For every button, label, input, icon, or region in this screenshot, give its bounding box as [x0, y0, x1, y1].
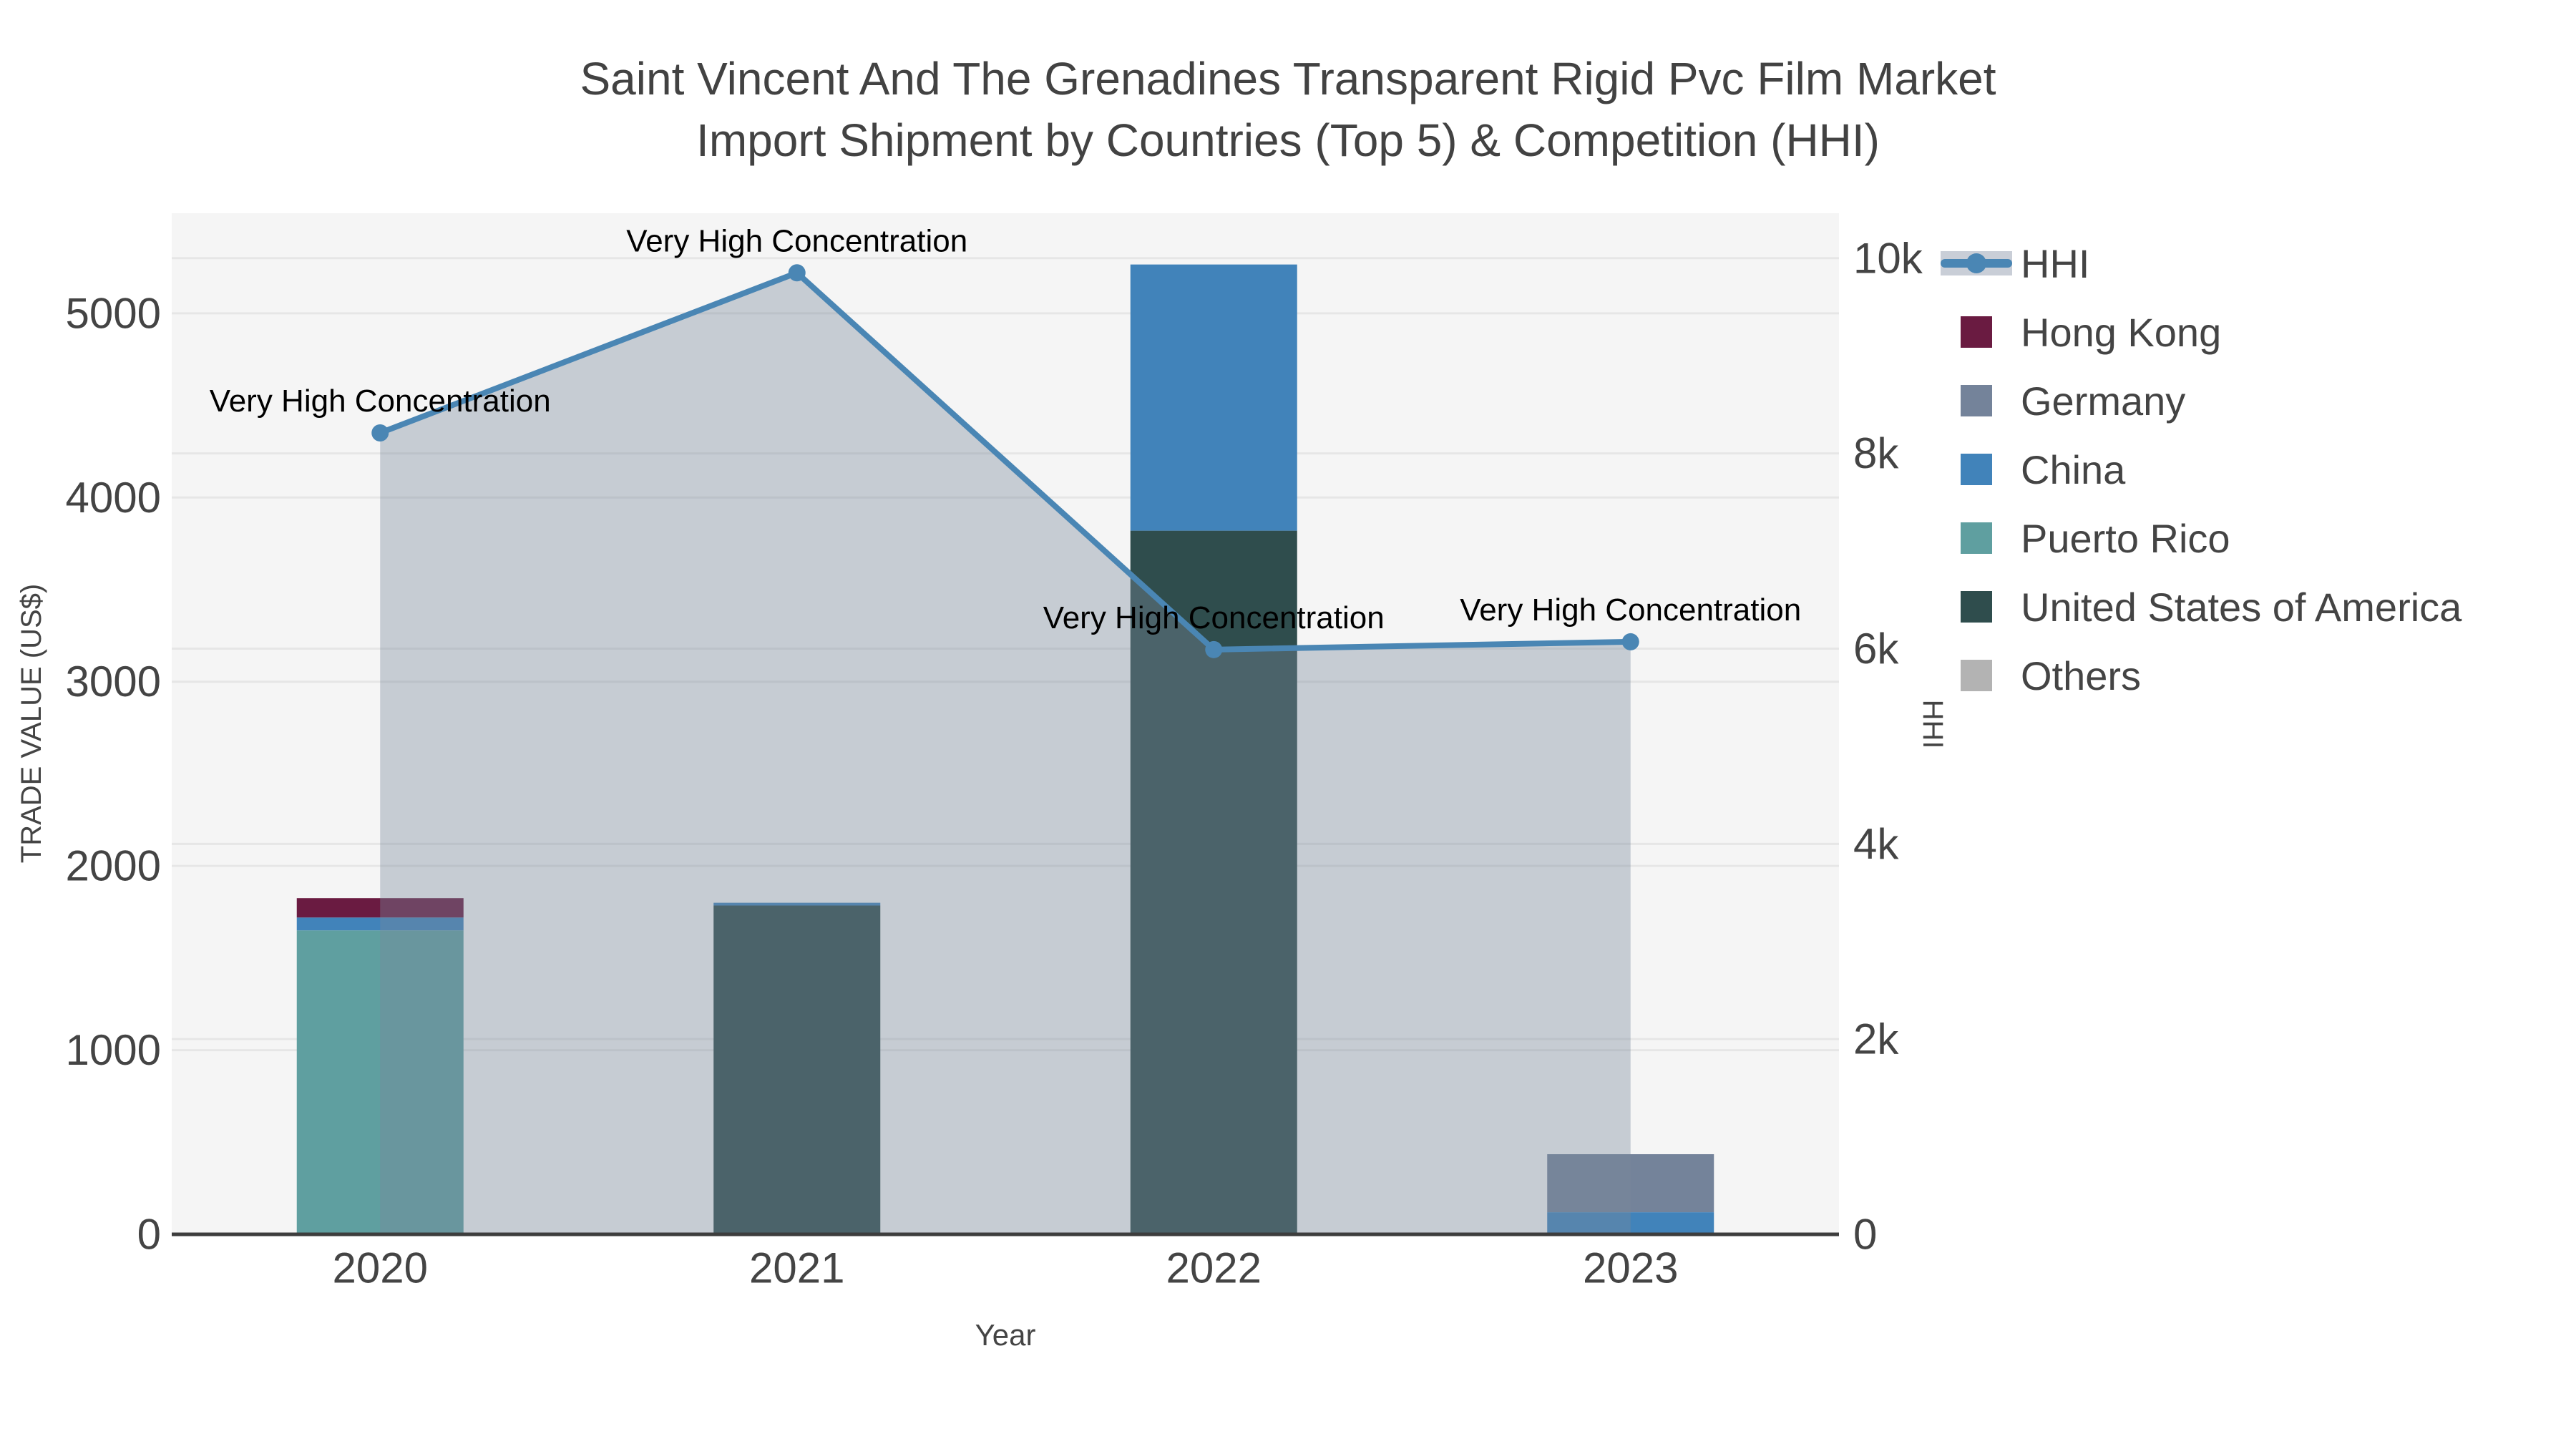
legend-label: Puerto Rico: [2021, 515, 2230, 561]
color-swatch: [1961, 522, 1992, 554]
hhi-marker-2021[interactable]: [788, 264, 806, 282]
legend-swatch-icon: [1941, 385, 2012, 416]
legend-swatch-icon: [1941, 591, 2012, 623]
legend-item-hhi[interactable]: HHI: [1941, 229, 2462, 298]
y-left-axis-title: TRADE VALUE (US$): [16, 584, 47, 863]
y-right-tick-6k: 6k: [1853, 625, 1899, 673]
legend-item-others[interactable]: Others: [1941, 641, 2462, 710]
bar-segment-germany-2023[interactable]: [1547, 1154, 1714, 1213]
color-swatch: [1961, 454, 1992, 485]
legend-swatch-icon: [1941, 454, 2012, 485]
legend-item-puerto-rico[interactable]: Puerto Rico: [1941, 504, 2462, 572]
color-swatch: [1961, 660, 1992, 691]
annotation-2023: Very High Concentration: [1460, 592, 1801, 628]
bar-segment-united-states-of-america-2021[interactable]: [713, 905, 881, 1234]
bar-segment-china-2021[interactable]: [713, 902, 881, 906]
x-tick-2023: 2023: [1583, 1244, 1678, 1292]
legend-swatch-icon: [1941, 316, 2012, 348]
color-swatch: [1961, 316, 1992, 348]
hhi-marker-dot: [1966, 253, 1986, 273]
legend-label: Hong Kong: [2021, 309, 2222, 355]
bar-segment-china-2022[interactable]: [1130, 264, 1297, 531]
bar-segment-china-2023[interactable]: [1547, 1212, 1714, 1234]
hhi-marker-2022[interactable]: [1205, 640, 1223, 658]
hhi-line-sample-icon: [1941, 248, 2012, 279]
legend-swatch-icon: [1941, 522, 2012, 554]
y-left-tick-5000: 5000: [66, 289, 161, 337]
legend-label: United States of America: [2021, 584, 2462, 630]
y-left-tick-0: 0: [137, 1211, 161, 1259]
legend: HHI Hong Kong Germany China Puerto Rico Unite…: [1941, 229, 2462, 710]
x-tick-2021: 2021: [749, 1244, 844, 1292]
color-swatch: [1961, 385, 1992, 416]
annotation-2022: Very High Concentration: [1043, 600, 1385, 635]
x-tick-2020: 2020: [333, 1244, 428, 1292]
legend-label: Others: [2021, 653, 2142, 698]
y-left-tick-2000: 2000: [66, 842, 161, 890]
x-tick-2022: 2022: [1166, 1244, 1262, 1292]
bar-segment-china-2020[interactable]: [296, 917, 464, 931]
y-right-axis-title: HHI: [1917, 700, 1948, 749]
legend-label: China: [2021, 447, 2126, 492]
hhi-line: [379, 270, 1631, 653]
y-right-tick-10k: 10k: [1853, 234, 1923, 282]
y-right-tick-4k: 4k: [1853, 820, 1899, 868]
legend-label: Germany: [2021, 378, 2186, 424]
chart-title-line2: Import Shipment by Countries (Top 5) & C…: [696, 114, 1880, 166]
y-left-tick-3000: 3000: [66, 658, 161, 706]
y-right-tick-0: 0: [1853, 1211, 1877, 1259]
hhi-marker-2023[interactable]: [1621, 633, 1639, 650]
annotation-2021: Very High Concentration: [626, 223, 967, 258]
bar-segment-puerto-rico-2020[interactable]: [296, 930, 464, 1234]
hhi-area-fill: [380, 273, 1631, 1235]
y-left-tick-1000: 1000: [66, 1026, 161, 1074]
chart-title-line1: Saint Vincent And The Grenadines Transpa…: [580, 53, 1996, 104]
x-axis-title: Year: [975, 1318, 1036, 1352]
bar-segment-hong-kong-2020[interactable]: [296, 898, 464, 918]
y-right-tick-2k: 2k: [1853, 1015, 1899, 1063]
annotation-2020: Very High Concentration: [210, 384, 551, 419]
y-right-tick-8k: 8k: [1853, 429, 1899, 477]
legend-item-china[interactable]: China: [1941, 435, 2462, 504]
legend-item-united-states-of-america[interactable]: United States of America: [1941, 572, 2462, 641]
legend-item-germany[interactable]: Germany: [1941, 366, 2462, 435]
legend-item-hong-kong[interactable]: Hong Kong: [1941, 298, 2462, 366]
y-left-tick-4000: 4000: [66, 474, 161, 522]
legend-label: HHI: [2021, 240, 2090, 286]
hhi-marker-2020[interactable]: [371, 424, 389, 441]
color-swatch: [1961, 591, 1992, 623]
legend-swatch-icon: [1941, 660, 2012, 691]
